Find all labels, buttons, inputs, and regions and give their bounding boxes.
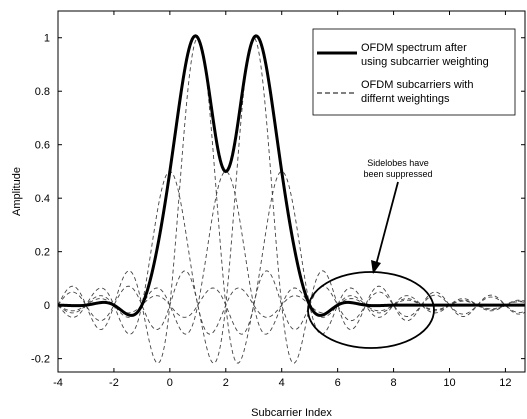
legend-entry-0-line2: using subcarrier weighting: [361, 56, 489, 68]
subcarrier-curve-3: [58, 37, 525, 364]
annotation-ellipse: [307, 271, 435, 349]
subcarrier-curve-1: [58, 37, 525, 364]
x-tick-label: 0: [167, 377, 173, 389]
y-tick-label: 1: [44, 33, 50, 45]
legend: OFDM spectrum after using subcarrier wei…: [312, 28, 516, 116]
annotation-line1: Sidelobes have: [367, 158, 429, 168]
y-tick-label: 0.6: [35, 140, 50, 152]
spectrum-curve: [58, 34, 525, 317]
legend-entry-0-line1: OFDM spectrum after: [361, 42, 467, 54]
subcarrier-curve-4: [58, 170, 525, 335]
y-tick-label: 0.8: [35, 86, 50, 98]
y-tick-label: 0: [44, 300, 50, 312]
x-tick-label: 2: [223, 377, 229, 389]
annotation-arrow-head: [371, 260, 381, 274]
legend-entry-1-line2: differnt weightings: [361, 93, 450, 105]
x-tick-label: 6: [335, 377, 341, 389]
x-tick-label: 12: [499, 377, 511, 389]
legend-entry-1-line1: OFDM subcarriers with: [361, 79, 473, 91]
y-tick-label: -0.2: [31, 354, 50, 366]
sidelobe-annotation: Sidelobes have been suppressed: [307, 158, 435, 349]
x-axis-label: Subcarrier Index: [251, 407, 332, 419]
subcarrier-curve-0: [58, 170, 525, 335]
ticks-layer: -4 -2 0 2 4 6 8 10 12 -0.2 0 0.2 0.4 0.6 0.8 1: [31, 11, 525, 389]
annotation-arrow-shaft: [375, 181, 399, 266]
y-tick-label: 0.2: [35, 247, 50, 259]
legend-box: [312, 28, 516, 116]
y-tick-label: 0.4: [35, 193, 50, 205]
plot-frame: [57, 10, 526, 373]
annotation-line2: been suppressed: [363, 169, 432, 179]
x-tick-label: -2: [109, 377, 119, 389]
x-tick-label: 8: [391, 377, 397, 389]
x-tick-label: 4: [279, 377, 285, 389]
subcarrier-curve-2: [58, 170, 525, 335]
x-tick-label: -4: [53, 377, 63, 389]
x-tick-label: 10: [443, 377, 455, 389]
y-axis-label: Amplitude: [11, 167, 23, 216]
plot-layer: [58, 34, 525, 364]
